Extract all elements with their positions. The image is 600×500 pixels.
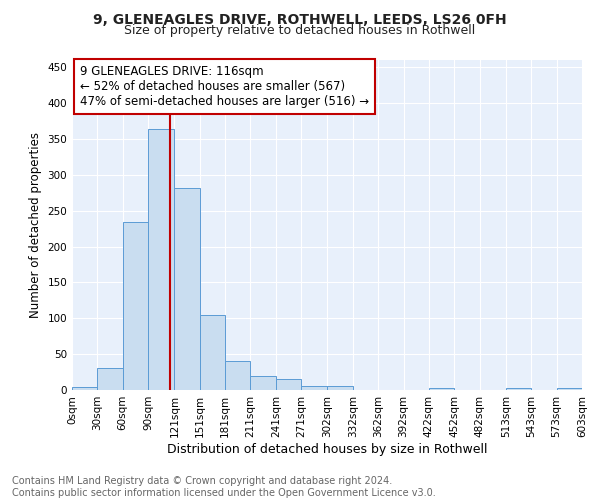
Bar: [97, 368, 123, 390]
Bar: [250, 376, 276, 390]
Text: Size of property relative to detached houses in Rothwell: Size of property relative to detached ho…: [124, 24, 476, 37]
Bar: [276, 379, 301, 390]
Bar: [123, 222, 148, 390]
Bar: [175, 188, 200, 390]
Bar: [72, 387, 97, 390]
X-axis label: Distribution of detached houses by size in Rothwell: Distribution of detached houses by size …: [167, 442, 487, 456]
Bar: [148, 129, 175, 390]
Text: 9, GLENEAGLES DRIVE, ROTHWELL, LEEDS, LS26 0FH: 9, GLENEAGLES DRIVE, ROTHWELL, LEEDS, LS…: [93, 12, 507, 26]
Bar: [429, 388, 454, 390]
Bar: [225, 360, 250, 390]
Text: 9 GLENEAGLES DRIVE: 116sqm
← 52% of detached houses are smaller (567)
47% of sem: 9 GLENEAGLES DRIVE: 116sqm ← 52% of deta…: [80, 65, 369, 108]
Bar: [506, 388, 531, 390]
Bar: [301, 386, 328, 390]
Y-axis label: Number of detached properties: Number of detached properties: [29, 132, 42, 318]
Text: Contains HM Land Registry data © Crown copyright and database right 2024.
Contai: Contains HM Land Registry data © Crown c…: [12, 476, 436, 498]
Bar: [328, 386, 353, 390]
Bar: [200, 314, 225, 390]
Bar: [557, 388, 582, 390]
